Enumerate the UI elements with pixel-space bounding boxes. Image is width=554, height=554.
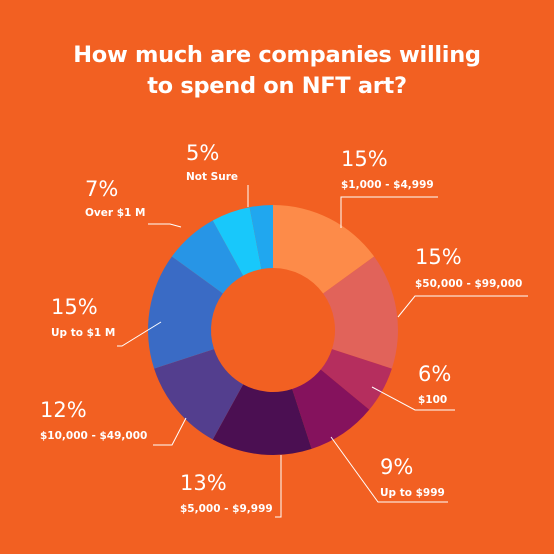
slice-label-up-to-999: Up to $999	[380, 487, 445, 499]
slice-label-not-sure: Not Sure	[186, 171, 239, 183]
leader-line-up-to-999	[330, 436, 448, 503]
slice-label-100: $100	[418, 394, 448, 406]
donut-slice-100	[320, 349, 392, 410]
slice-percent-5000-9999: 13%	[180, 471, 227, 495]
slice-percent-up-to-999: 9%	[380, 455, 414, 479]
slice-percent-up-to-1m: 15%	[51, 295, 98, 319]
donut-slice-5-000-9-999	[212, 384, 312, 455]
slice-label-10000-49000: $10,000 - $49,000	[40, 430, 148, 442]
leader-line-1000-4999	[340, 196, 438, 228]
chart-title: How much are companies willing to spend …	[0, 40, 554, 102]
chart-title-line-2: to spend on NFT art?	[147, 73, 407, 99]
leader-line-10000-49000	[153, 417, 187, 446]
leader-line-up-to-1m	[117, 321, 162, 347]
donut-slices	[148, 205, 398, 455]
slice-percent-50000-99000: 15%	[415, 245, 462, 269]
leader-line-100	[371, 386, 455, 411]
slice-label-5000-9999: $5,000 - $9,999	[180, 503, 273, 515]
slice-percent-100: 6%	[418, 362, 452, 386]
donut-slice-unlabeled	[249, 205, 273, 270]
slice-label-over-1m: Over $1 M	[85, 207, 146, 219]
donut-slice-50-000-99-000	[323, 256, 398, 369]
donut-slice-over-1-m	[171, 220, 244, 294]
chart-title-line-1: How much are companies willing	[73, 42, 481, 68]
donut-slice-10-000-49-000	[154, 349, 244, 440]
donut-slice-not-sure	[212, 207, 262, 276]
donut-slice-up-to-1-m	[148, 256, 223, 369]
slice-label-50000-99000: $50,000 - $99,000	[415, 278, 523, 290]
slice-label-1000-4999: $1,000 - $4,999	[341, 179, 434, 191]
donut-slice-up-to-999	[292, 369, 370, 449]
slice-percent-1000-4999: 15%	[341, 147, 388, 171]
leader-lines	[117, 185, 528, 518]
donut-slice-1-000-4-999	[273, 205, 375, 294]
leader-line-5000-9999	[275, 455, 282, 518]
leader-line-over-1m	[148, 223, 182, 228]
slice-label-up-to-1m: Up to $1 M	[51, 327, 116, 339]
slice-percent-over-1m: 7%	[85, 177, 119, 201]
leader-line-50000-99000	[397, 295, 528, 318]
slice-percent-not-sure: 5%	[186, 141, 220, 165]
slice-percent-10000-49000: 12%	[40, 398, 87, 422]
